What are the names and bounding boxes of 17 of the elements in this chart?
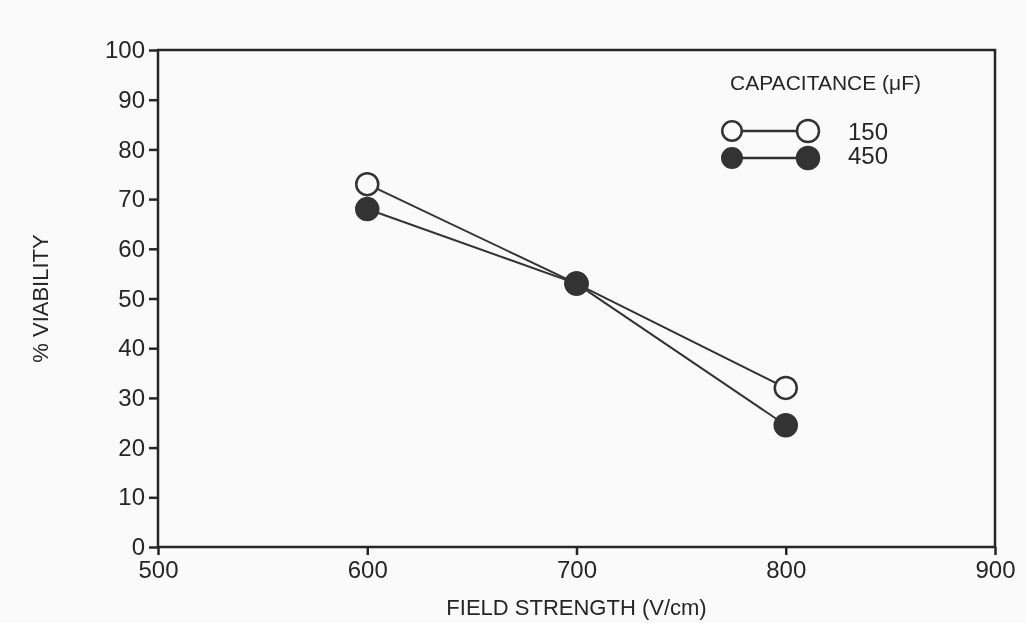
y-tick-label: 20 [118,433,145,461]
y-tick-label: 10 [118,483,145,511]
y-axis-title: % VIABILITY [28,233,53,363]
x-tick-label: 800 [766,556,807,584]
y-tick-label: 50 [118,284,145,312]
y-tick-label: 40 [118,334,145,362]
x-tick-label: 700 [556,556,598,584]
x-tick-label: 600 [347,556,388,584]
y-tick-label: 100 [104,36,145,64]
legend-title: CAPACITANCE (μF) [730,71,921,94]
y-tick-label: 60 [118,234,145,262]
y-tick-label: 90 [118,85,145,113]
y-tick-label: 80 [118,135,145,163]
x-tick-label: 900 [975,556,1016,584]
x-axis-title: FIELD STRENGTH (V/cm) [446,595,707,620]
y-tick-label: 30 [118,384,145,412]
y-tick-label: 70 [118,185,145,213]
